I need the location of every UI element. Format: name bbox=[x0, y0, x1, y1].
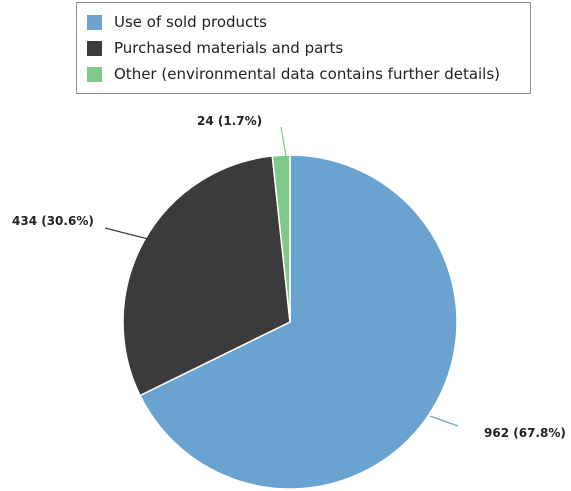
pie-slices bbox=[122, 154, 458, 490]
data-label-other: 24 (1.7%) bbox=[197, 114, 262, 128]
pie-slice-3[interactable] bbox=[271, 154, 291, 323]
leader-line-3 bbox=[280, 126, 287, 157]
legend-label: Use of sold products bbox=[114, 13, 267, 31]
legend-swatch-purchased-materials bbox=[87, 40, 102, 56]
legend-item-other[interactable]: Other (environmental data contains furth… bbox=[77, 61, 530, 87]
chart-legend: Use of sold products Purchased materials… bbox=[76, 2, 531, 94]
leader-line-2 bbox=[104, 227, 157, 242]
data-labels: 962 (67.8%) 434 (30.6%) 24 (1.7%) bbox=[12, 114, 566, 440]
leader-line-1 bbox=[429, 415, 459, 427]
pie-slice-2[interactable] bbox=[122, 155, 291, 397]
leader-lines bbox=[104, 126, 459, 427]
legend-item-use-of-sold-products[interactable]: Use of sold products bbox=[77, 9, 530, 35]
data-label-use-of-sold-products: 962 (67.8%) bbox=[484, 426, 566, 440]
data-label-purchased-materials: 434 (30.6%) bbox=[12, 214, 94, 228]
legend-item-purchased-materials[interactable]: Purchased materials and parts bbox=[77, 35, 530, 61]
legend-label: Other (environmental data contains furth… bbox=[114, 65, 501, 83]
legend-label: Purchased materials and parts bbox=[114, 39, 344, 57]
legend-swatch-use-of-sold-products bbox=[87, 14, 102, 30]
pie-slice-1[interactable] bbox=[139, 154, 458, 490]
legend-swatch-other bbox=[87, 66, 102, 82]
